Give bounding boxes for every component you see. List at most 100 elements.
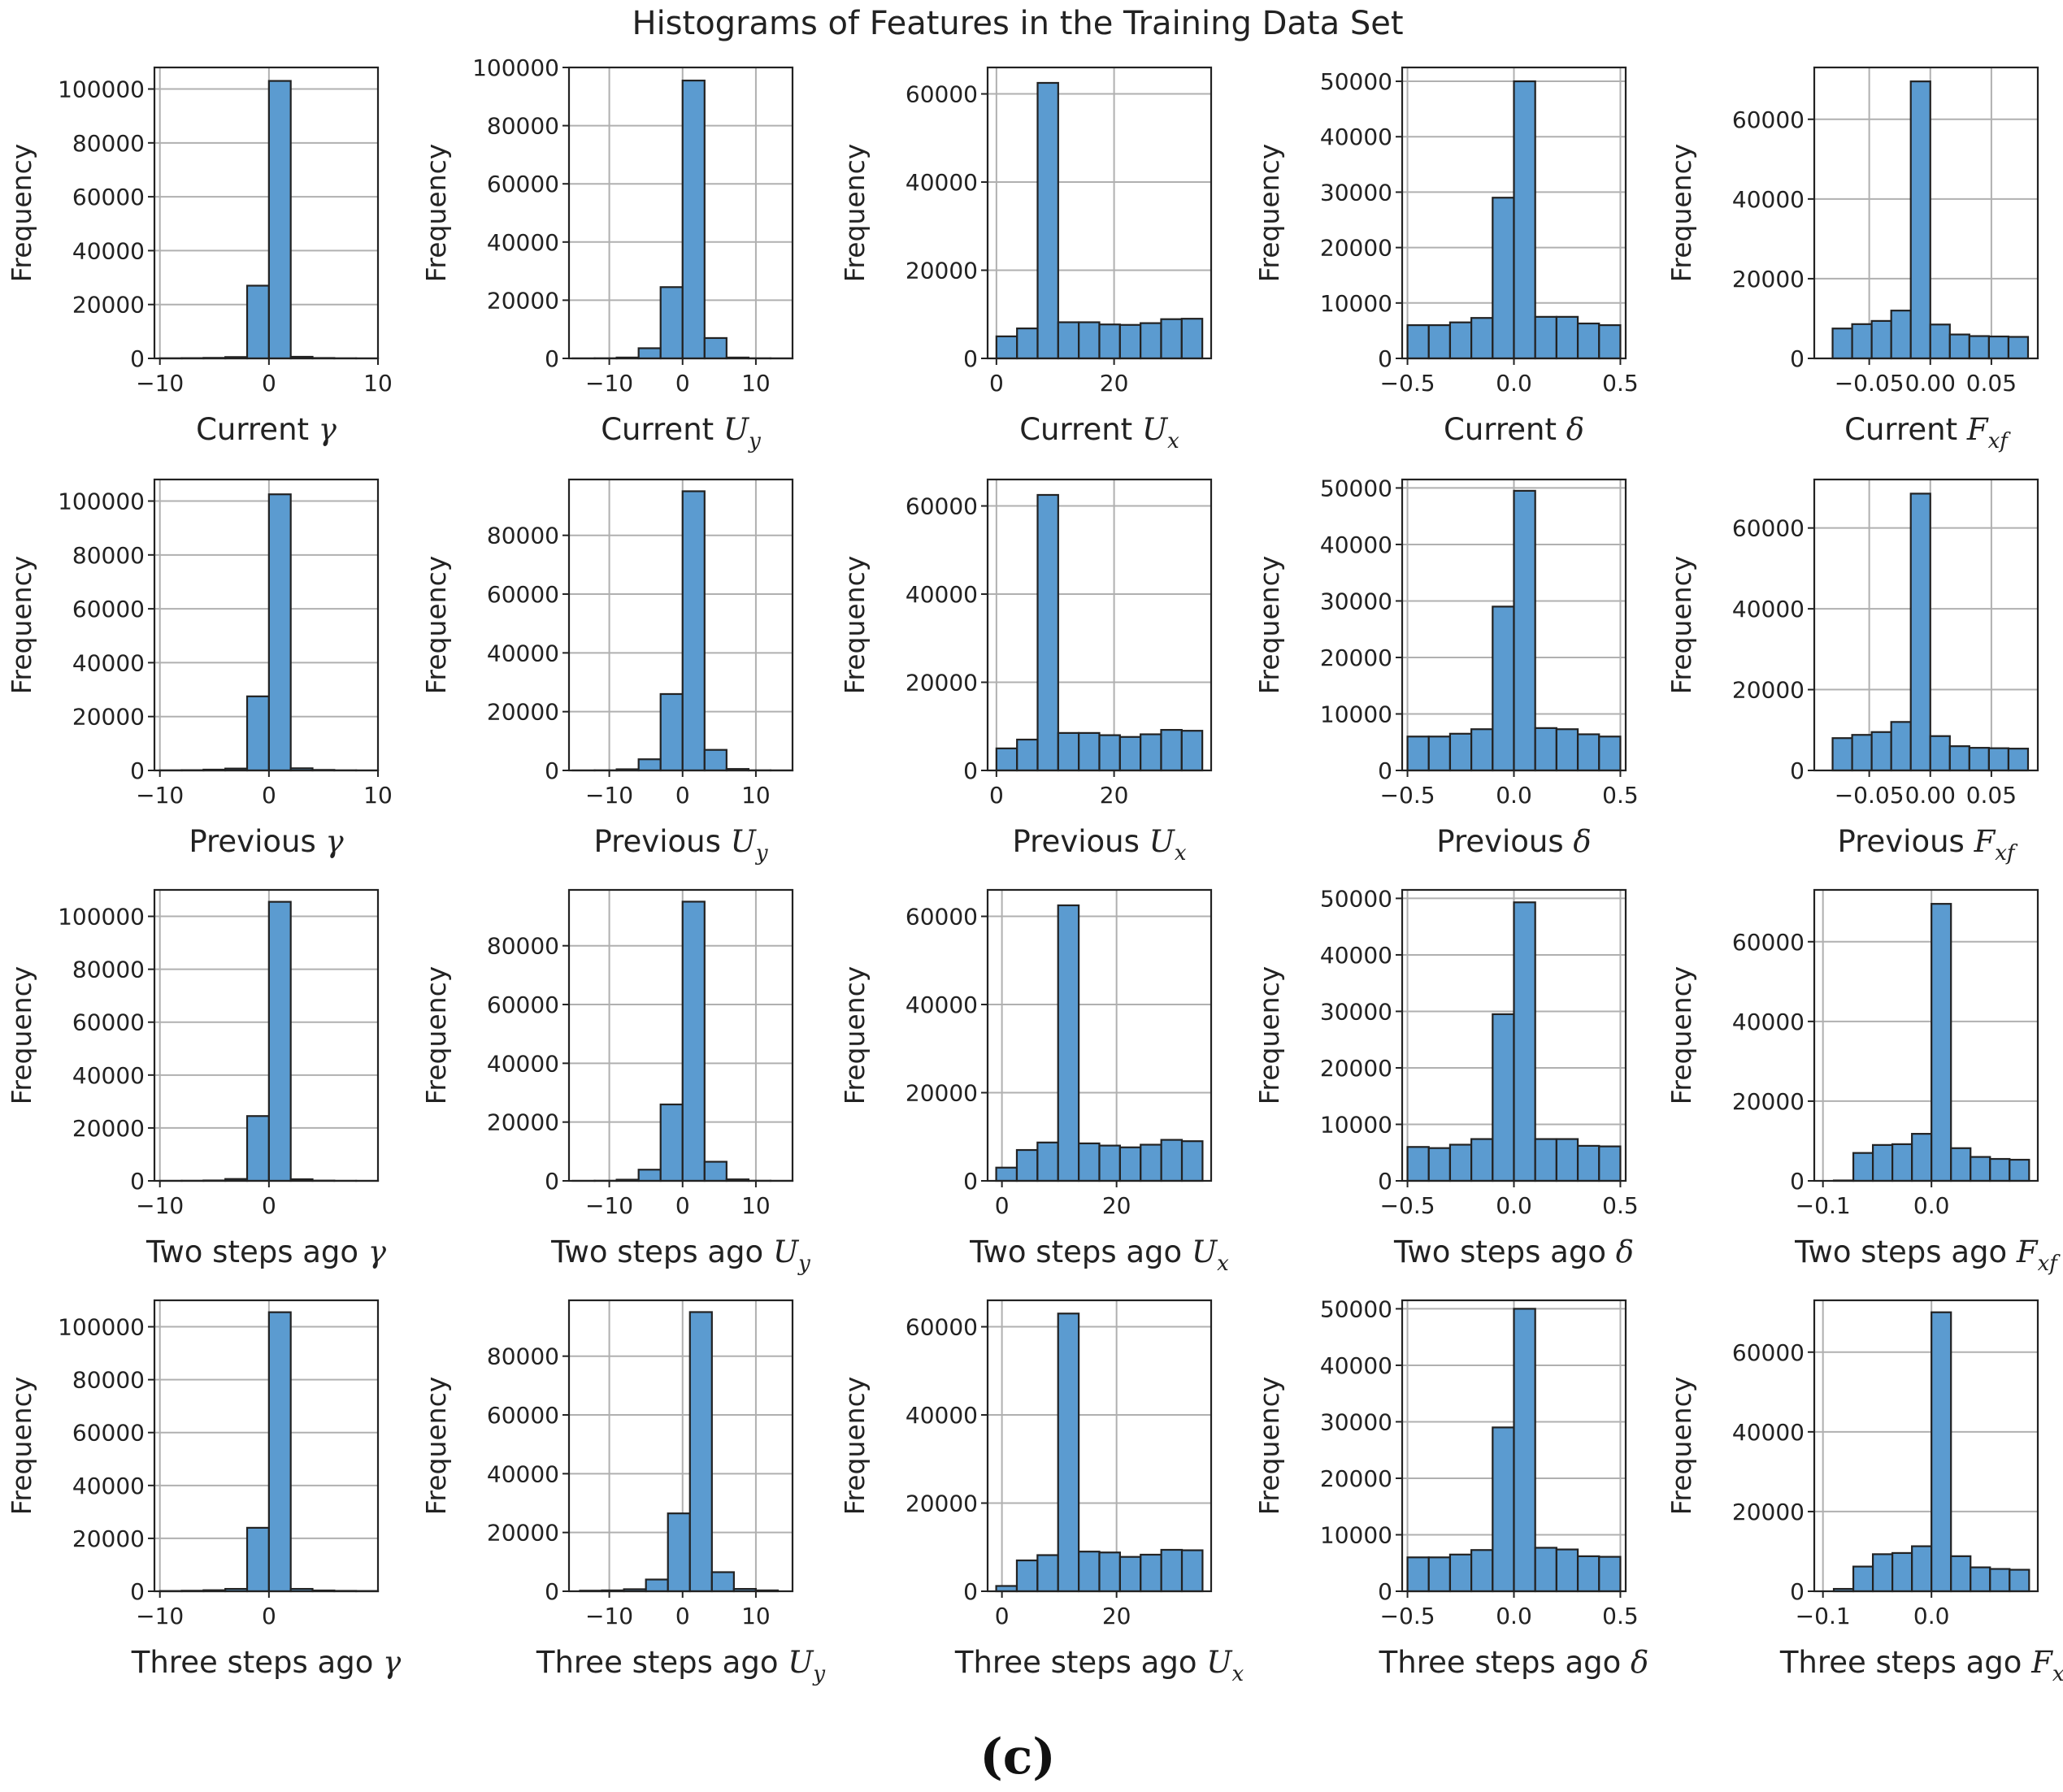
histogram-bar [1931, 1311, 1952, 1593]
histogram-bar [1427, 1556, 1452, 1593]
axes-frame [1813, 888, 2039, 1182]
histogram-panel: 0 20000 40000 60000 80000 −10 0 10 Frequency Thre… [420, 1299, 825, 1686]
histogram-bar [1015, 1148, 1039, 1182]
histogram-bar [1598, 735, 1622, 772]
y-tick-label: 0 [1378, 1168, 1392, 1195]
y-tick-label: 60000 [487, 581, 559, 608]
histogram-bar [1968, 747, 1990, 772]
x-axis-label: Previous Ux [1013, 824, 1187, 866]
histogram-bar [1948, 333, 1970, 360]
histogram-bar [1851, 323, 1873, 360]
y-tick-label: 0 [545, 757, 559, 784]
histogram-bar [245, 695, 270, 772]
axes-frame [986, 478, 1213, 772]
histogram-bar [1909, 492, 1931, 772]
x-tick-label: −0.05 [1835, 370, 1904, 397]
y-tick-label: 50000 [1320, 68, 1392, 95]
histogram-bar [1098, 734, 1121, 772]
histogram-bar [1160, 728, 1183, 772]
y-tick-label: 40000 [72, 1062, 145, 1089]
histogram-bar [1555, 315, 1579, 360]
histogram-bar [1406, 1556, 1430, 1593]
histogram-bar [1140, 1143, 1162, 1182]
histogram-bar [2009, 1158, 2030, 1182]
histogram-bar [1470, 317, 1494, 360]
y-tick-label: 0 [545, 1168, 559, 1195]
x-axis-label: Current Fxf [1844, 412, 2011, 453]
histogram-bar [1911, 1133, 1933, 1182]
histogram-bar [1870, 731, 1892, 772]
histogram-bar [659, 1103, 684, 1182]
histogram-bar [1118, 323, 1142, 360]
x-axis-label-symbol: γ [319, 412, 337, 447]
y-axis-label: Frequency [1253, 1377, 1285, 1515]
histogram-bar [688, 1311, 713, 1593]
x-tick-label: 0.5 [1602, 1603, 1639, 1629]
histogram-bar [1891, 1551, 1913, 1593]
x-axis-label-subscript: y [755, 841, 768, 866]
histogram-bar [1970, 1566, 1991, 1593]
y-tick-label: 80000 [72, 542, 145, 569]
y-tick-label: 60000 [72, 596, 145, 623]
y-tick-label: 60000 [1732, 1339, 1805, 1366]
axes-frame [1813, 1299, 2039, 1593]
x-tick-label: −10 [585, 1603, 633, 1629]
histogram-bar [681, 490, 706, 772]
x-tick-label: −0.1 [1796, 1603, 1851, 1629]
histogram-bar [1911, 1545, 1933, 1593]
x-axis-label-symbol: U [773, 1234, 800, 1269]
x-tick-label: −0.5 [1380, 370, 1435, 397]
axes-frame [986, 66, 1213, 360]
histogram-bar [1534, 315, 1557, 360]
histogram-bar [1016, 328, 1039, 360]
x-tick-label: 0 [262, 1192, 276, 1219]
histogram-panel: 0 20000 40000 60000 −0.05 0.00 0.05 Frequency Cu… [1666, 66, 2039, 453]
histogram-bar [1989, 1568, 2011, 1593]
y-tick-label: 100000 [472, 54, 559, 81]
x-tick-label: 0 [262, 370, 276, 397]
y-tick-label: 60000 [72, 184, 145, 210]
histogram-panel: 0 20000 40000 60000 80000 −10 0 10 Frequency Two … [420, 888, 810, 1276]
histogram-bar [1871, 1143, 1894, 1182]
x-axis-label: Current δ [1444, 412, 1584, 447]
x-axis-label-text: Previous [189, 824, 325, 859]
x-axis-label-text: Three steps ago [954, 1645, 1206, 1680]
x-axis-label-text: Two steps ago [1794, 1234, 2017, 1269]
histogram-bar [1890, 310, 1912, 360]
y-tick-label: 100000 [58, 76, 145, 103]
x-tick-label: 0 [989, 782, 1004, 809]
histogram-bar [1140, 733, 1162, 772]
x-axis-label-text: Current [1444, 412, 1566, 447]
histogram-bar [1448, 732, 1473, 772]
y-tick-label: 20000 [1732, 677, 1805, 704]
axes-frame [153, 888, 380, 1182]
histogram-bar [1598, 1145, 1622, 1182]
y-tick-label: 40000 [906, 1402, 978, 1429]
y-tick-label: 0 [963, 1578, 978, 1605]
y-tick-label: 60000 [72, 1420, 145, 1447]
y-tick-label: 40000 [1732, 1009, 1805, 1035]
x-axis-label-symbol: U [1149, 824, 1176, 859]
y-tick-label: 30000 [1320, 588, 1392, 614]
histogram-bar [1016, 738, 1039, 772]
x-tick-label: 0 [262, 782, 276, 809]
x-tick-label: 0 [989, 370, 1004, 397]
histogram-bar [1448, 321, 1473, 360]
x-tick-label: 0 [262, 1603, 276, 1629]
histogram-bar [1555, 1548, 1579, 1593]
x-tick-label: 0.0 [1496, 1192, 1532, 1219]
x-tick-label: 0.0 [1496, 782, 1532, 809]
histogram-bar [1180, 1140, 1204, 1182]
histogram-bar [1160, 1139, 1184, 1182]
histogram-bar [1968, 335, 1990, 360]
y-axis-label: Frequency [420, 1377, 452, 1515]
histogram-bar [1534, 1547, 1557, 1593]
x-tick-label: 0 [995, 1603, 1010, 1629]
y-tick-label: 40000 [1320, 942, 1392, 969]
y-tick-label: 40000 [487, 1460, 559, 1487]
y-tick-label: 0 [130, 345, 145, 372]
y-tick-label: 0 [1378, 345, 1392, 372]
x-axis-label-symbol: F [2030, 1645, 2053, 1680]
y-tick-label: 20000 [1732, 1499, 1805, 1525]
